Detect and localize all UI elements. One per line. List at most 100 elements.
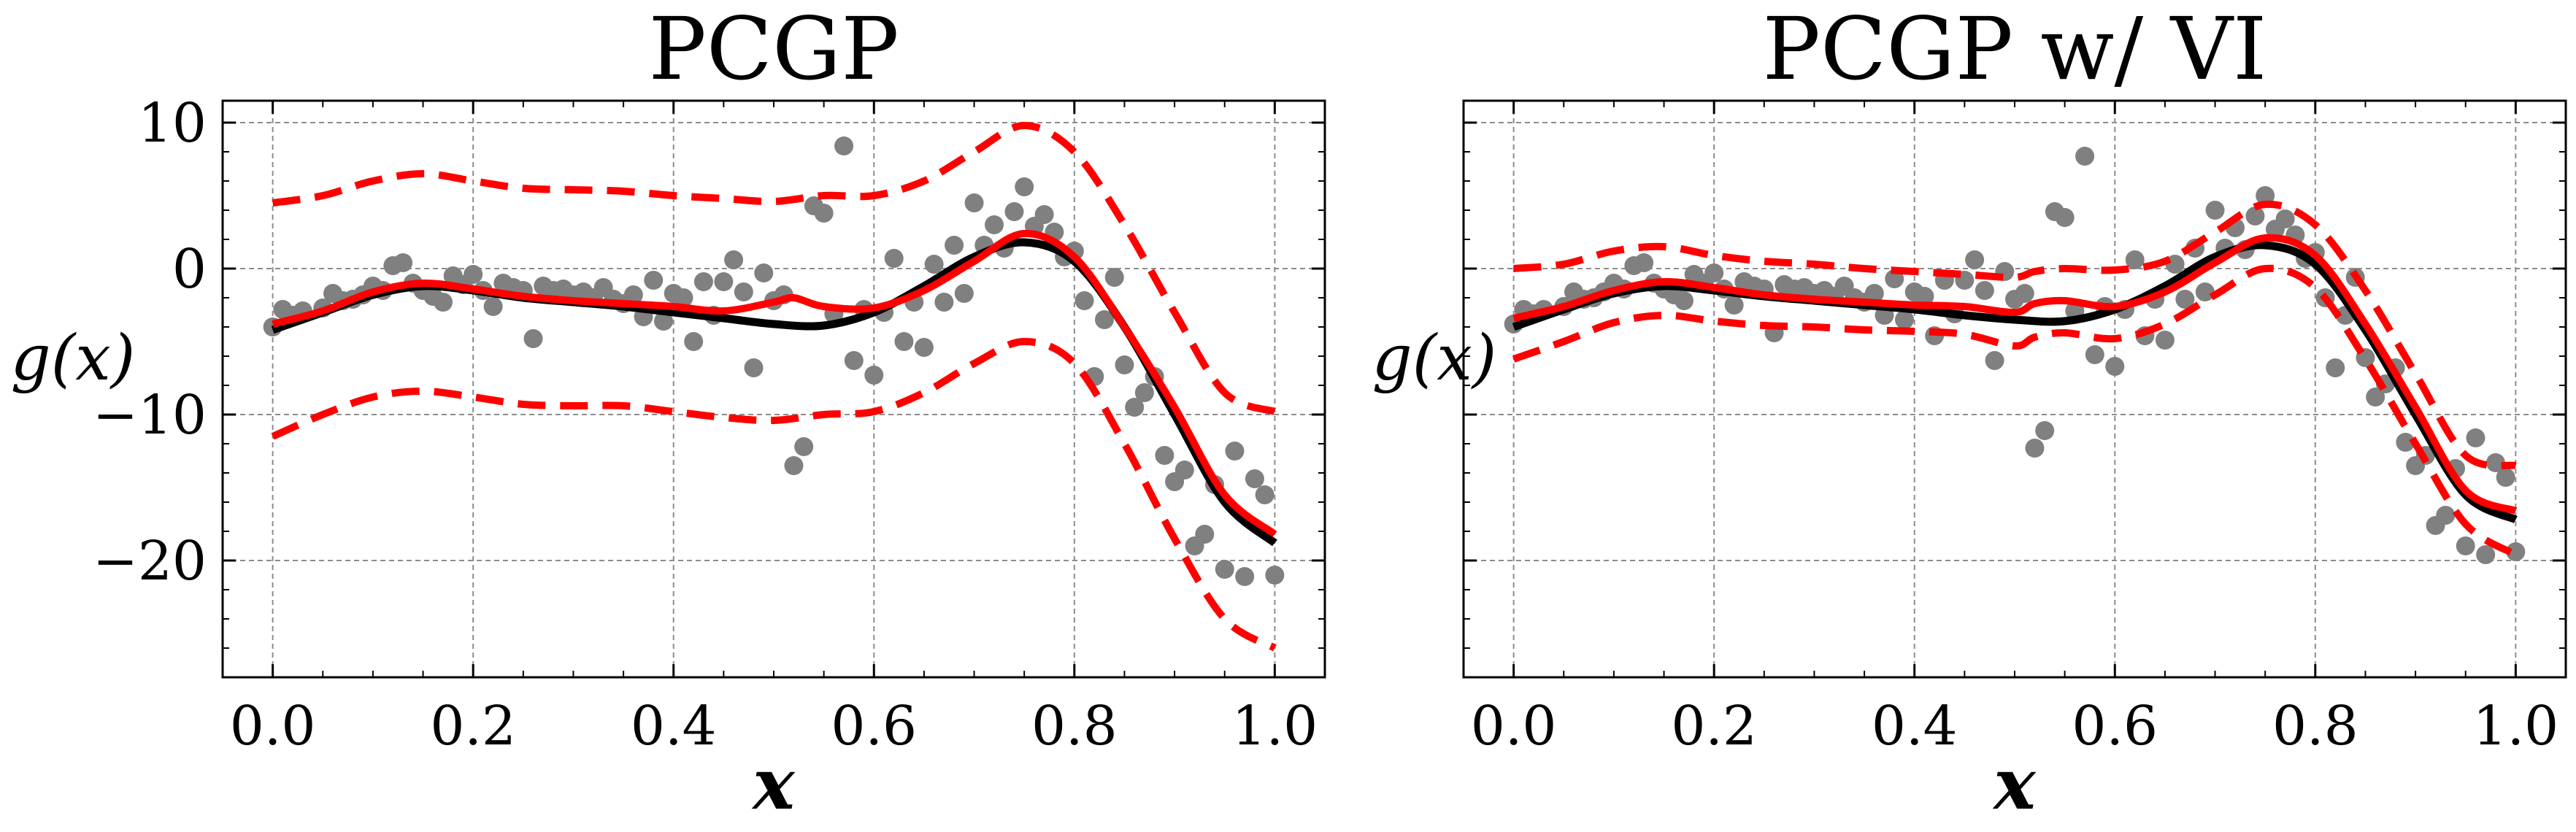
data-point [2436,506,2456,525]
data-point [2125,250,2145,269]
data-point [434,293,453,312]
data-point [1255,485,1274,504]
data-point [744,358,764,377]
data-point [2175,290,2195,309]
data-point [464,265,483,284]
data-point [1104,268,1124,287]
data-point [2155,331,2175,350]
data-point [2466,428,2485,447]
mean-line [1512,234,2518,515]
data-point [1215,560,1234,579]
data-point [2326,358,2345,377]
truth-line [271,238,1277,547]
data-point [2035,421,2055,440]
data-point [864,366,884,385]
data-point [934,293,954,312]
panel-pcgp-vi: 0.0 0.2 0.4 0.6 0.8 1.0 PCGP w/ VI x g(x) [1372,0,2567,825]
data-point [644,271,664,290]
data-point [924,255,944,274]
data-point [684,332,704,351]
x-tick-label: 0.0 [230,695,316,758]
data-point [794,437,814,456]
data-point [2015,284,2034,303]
x-axis-label: x [751,743,796,825]
data-point [1034,205,1054,224]
data-point [2456,536,2475,555]
data-point [714,272,734,291]
x-tick-label: 0.6 [2072,695,2158,758]
data-point [834,136,854,155]
x-tick-label: 0.4 [631,695,717,758]
bound-line [1513,200,2517,470]
x-tick-label: 0.8 [2272,695,2358,758]
data-point [393,253,413,272]
data-point [2506,542,2526,561]
x-tick-label: 0.4 [1872,695,1958,758]
data-point [2366,388,2385,407]
x-tick-label: 1.0 [1232,695,1318,758]
data-point [1004,202,1024,221]
y-tick-label: 10 [138,92,207,155]
data-point [734,282,753,301]
data-point [2075,147,2095,166]
data-point [2025,439,2045,458]
data-point [1195,525,1215,544]
data-point [1634,253,1654,272]
data-point [2165,255,2185,274]
data-point [1675,291,1693,310]
data-point [2256,186,2275,205]
data-point [1134,383,1154,402]
panel-pcgp: 0.0 0.2 0.4 0.6 0.8 1.0 10 0 −10 −20 PCGP x g(x) [11,0,1326,825]
data-point [2195,282,2215,301]
mean-line [272,229,1277,538]
x-tick-label: 0.2 [1671,695,1757,758]
data-point [814,204,834,223]
data-point [784,456,804,475]
data-point [724,250,744,269]
bound-line [1512,264,2518,558]
data-point [2275,209,2295,228]
data-point [2476,545,2496,564]
data-point [754,263,774,282]
data-point [1975,281,1994,300]
data-point [1704,263,1724,282]
data-point [1115,355,1134,374]
y-tick-label: −20 [93,530,207,593]
data-point [954,284,974,303]
x-tick-label: 1.0 [2473,695,2559,758]
data-point [623,285,643,304]
data-point [1225,442,1245,461]
plot-area [263,122,1285,652]
x-axis-label: x [1992,743,2037,825]
data-point [2485,453,2505,472]
data-point [1125,398,1145,417]
data-point [1724,296,1744,315]
data-point [985,215,1004,234]
data-point [2396,433,2415,452]
data-point [884,249,904,268]
y-tick-label: −10 [93,384,207,447]
data-point [2055,208,2075,227]
bound-line [272,122,1277,415]
data-point [844,351,864,370]
data-point [523,329,543,348]
data-point [1074,291,1094,310]
bound-line [271,338,1277,652]
chart-title: PCGP w/ VI [1763,0,2267,99]
data-point [1985,351,2004,370]
data-point [2496,468,2515,487]
data-point [894,332,914,351]
data-point [1235,567,1255,586]
data-point [1155,446,1174,465]
data-point [1015,177,1034,196]
x-tick-label: 0.2 [430,695,516,758]
data-point [945,236,964,255]
y-axis-label: g(x) [11,322,136,395]
data-point [1915,287,1934,306]
y-tick-label: 0 [172,238,207,301]
data-point [674,288,693,307]
data-point [1864,284,1884,303]
plot-area [1504,147,2526,564]
data-point [2245,207,2265,226]
data-point [693,272,713,291]
